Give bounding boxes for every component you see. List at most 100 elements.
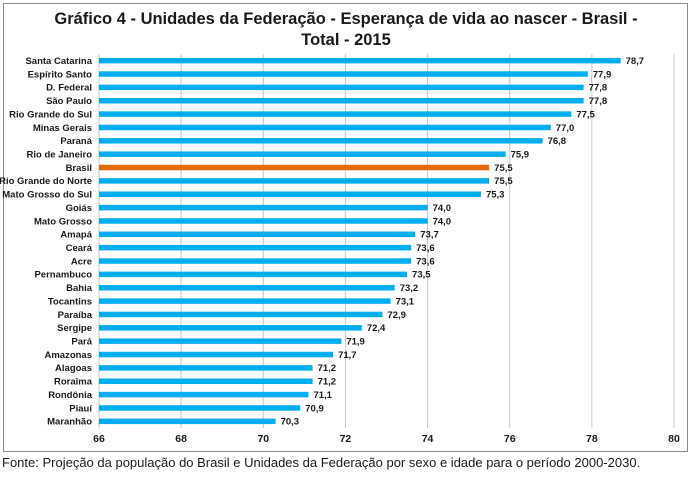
value-label: 72,4 bbox=[367, 323, 386, 334]
bar bbox=[99, 351, 334, 358]
bar bbox=[99, 124, 551, 131]
value-label: 77,5 bbox=[576, 109, 595, 120]
bar bbox=[99, 405, 301, 411]
category-label: D. Federal bbox=[46, 83, 92, 94]
x-tick-label: 76 bbox=[504, 433, 516, 445]
value-label: 73,7 bbox=[420, 230, 439, 241]
value-label: 75,5 bbox=[494, 163, 513, 174]
bars bbox=[99, 57, 621, 425]
category-label: Alagoas bbox=[55, 363, 92, 374]
category-label: Goiás bbox=[66, 203, 92, 214]
bar bbox=[99, 191, 481, 197]
value-label: 73,6 bbox=[416, 243, 435, 254]
category-label: Rondônia bbox=[48, 390, 93, 401]
x-tick-label: 70 bbox=[257, 433, 269, 445]
bar bbox=[99, 298, 391, 304]
category-label: Rio Grande do Norte bbox=[0, 176, 92, 187]
category-label: Rio Grande do Sul bbox=[9, 109, 92, 120]
value-labels: 78,7 77,9 77,8 77,8 77,577,0 76,8 75,9 75,5 75,5… bbox=[281, 56, 644, 428]
category-label: Pernambuco bbox=[34, 270, 92, 281]
category-label: Bahia bbox=[66, 283, 93, 294]
bar bbox=[99, 244, 412, 251]
value-label: 73,2 bbox=[400, 283, 419, 294]
category-label: Mato Grosso bbox=[34, 216, 92, 227]
category-label: Paraná bbox=[60, 136, 92, 147]
x-tick-label: 68 bbox=[175, 433, 187, 445]
bar bbox=[99, 325, 362, 331]
x-tick-label: 80 bbox=[668, 433, 680, 445]
category-label: Espírito Santo bbox=[28, 69, 93, 80]
category-label: São Paulo bbox=[46, 96, 92, 107]
value-label: 70,3 bbox=[281, 417, 300, 428]
category-label: Amazonas bbox=[44, 350, 92, 361]
bar bbox=[99, 98, 584, 104]
source-note: Fonte: Projeção da população do Brasil e… bbox=[2, 455, 641, 470]
category-label: Minas Gerais bbox=[33, 123, 92, 134]
value-label: 71,2 bbox=[318, 363, 337, 374]
value-label: 72,9 bbox=[387, 310, 406, 321]
bar bbox=[99, 391, 309, 398]
bar bbox=[99, 285, 395, 291]
category-label: Maranhão bbox=[47, 417, 92, 428]
bar bbox=[99, 71, 588, 77]
x-tick-labels: 66 68 70 72 74 76 78 80 bbox=[93, 433, 680, 445]
x-tick-label: 74 bbox=[422, 433, 434, 445]
bar bbox=[99, 338, 342, 344]
category-label: Paraíba bbox=[58, 310, 93, 321]
bar bbox=[99, 151, 506, 157]
category-label: Roraima bbox=[54, 377, 93, 388]
category-label: Tocantins bbox=[48, 296, 92, 307]
bar bbox=[99, 418, 276, 425]
x-tick-label: 72 bbox=[340, 433, 352, 445]
value-label: 71,2 bbox=[318, 377, 337, 388]
category-label: Ceará bbox=[66, 243, 93, 254]
value-label: 76,8 bbox=[548, 136, 567, 147]
value-label: 73,5 bbox=[412, 270, 431, 281]
value-label: 77,8 bbox=[589, 83, 608, 94]
bar bbox=[99, 111, 572, 117]
category-label: Sergipe bbox=[57, 323, 92, 334]
category-label: Acre bbox=[71, 256, 92, 267]
value-label: 77,8 bbox=[589, 96, 608, 107]
bar bbox=[99, 365, 313, 371]
category-label: Brasil bbox=[66, 163, 92, 174]
bar bbox=[99, 84, 584, 91]
value-label: 73,1 bbox=[396, 296, 415, 307]
category-label: Mato Grosso do Sul bbox=[2, 190, 92, 201]
category-label: Piauí bbox=[69, 403, 92, 414]
bar bbox=[99, 258, 412, 264]
category-label: Pará bbox=[71, 336, 92, 347]
value-label: 71,7 bbox=[338, 350, 357, 361]
bar bbox=[99, 204, 428, 211]
bar bbox=[99, 231, 416, 238]
category-label: Amapá bbox=[60, 230, 92, 241]
chart-title: Gráfico 4 - Unidades da Federação - Espe… bbox=[0, 9, 692, 51]
x-tick-label: 66 bbox=[93, 433, 105, 445]
value-label: 77,0 bbox=[556, 123, 575, 134]
value-label: 73,6 bbox=[416, 256, 435, 267]
bar bbox=[99, 178, 490, 184]
bar bbox=[99, 138, 543, 144]
bar bbox=[99, 164, 490, 171]
bar bbox=[99, 378, 313, 384]
category-label: Rio de Janeiro bbox=[27, 149, 93, 160]
bar bbox=[99, 271, 408, 278]
value-label: 75,3 bbox=[486, 190, 505, 201]
bar bbox=[99, 218, 428, 224]
category-labels: Santa Catarina Espírito Santo D. Federal Sã… bbox=[0, 56, 93, 428]
value-label: 74,0 bbox=[433, 216, 452, 227]
value-label: 77,9 bbox=[593, 69, 612, 80]
value-label: 78,7 bbox=[626, 56, 645, 67]
value-label: 71,1 bbox=[313, 390, 332, 401]
value-label: 70,9 bbox=[305, 403, 324, 414]
chart-title-line1: Gráfico 4 - Unidades da Federação - Espe… bbox=[54, 10, 638, 28]
value-label: 75,5 bbox=[494, 176, 513, 187]
value-label: 75,9 bbox=[511, 149, 530, 160]
bar bbox=[99, 311, 383, 318]
value-label: 74,0 bbox=[433, 203, 452, 214]
x-tick-label: 78 bbox=[586, 433, 598, 445]
chart-title-line2: Total - 2015 bbox=[301, 31, 391, 49]
bar bbox=[99, 57, 621, 64]
category-label: Santa Catarina bbox=[25, 56, 92, 67]
